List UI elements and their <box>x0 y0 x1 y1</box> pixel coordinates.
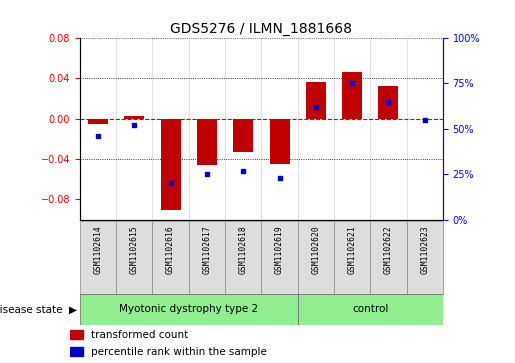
Bar <box>298 294 443 325</box>
Bar <box>370 221 406 294</box>
Bar <box>70 347 83 356</box>
Bar <box>124 116 144 119</box>
Bar <box>298 221 334 294</box>
Bar <box>334 221 370 294</box>
Text: transformed count: transformed count <box>91 330 188 339</box>
Text: GSM1102617: GSM1102617 <box>202 225 211 274</box>
Text: GSM1102623: GSM1102623 <box>420 225 429 274</box>
Title: GDS5276 / ILMN_1881668: GDS5276 / ILMN_1881668 <box>170 22 352 36</box>
Bar <box>269 119 289 164</box>
Text: GSM1102616: GSM1102616 <box>166 225 175 274</box>
Bar <box>342 72 362 119</box>
Bar <box>152 221 188 294</box>
Bar <box>70 330 83 339</box>
Bar <box>406 221 443 294</box>
Text: control: control <box>352 305 388 314</box>
Text: GSM1102618: GSM1102618 <box>239 225 248 274</box>
Bar <box>261 221 298 294</box>
Text: percentile rank within the sample: percentile rank within the sample <box>91 347 267 356</box>
Text: GSM1102614: GSM1102614 <box>94 225 102 274</box>
Text: GSM1102620: GSM1102620 <box>312 225 320 274</box>
Bar <box>161 119 181 209</box>
Text: GSM1102619: GSM1102619 <box>275 225 284 274</box>
Bar <box>80 294 298 325</box>
Bar <box>379 86 399 119</box>
Bar <box>225 221 261 294</box>
Bar <box>306 82 326 119</box>
Bar <box>116 221 152 294</box>
Bar <box>233 119 253 152</box>
Bar <box>197 119 217 165</box>
Text: GSM1102622: GSM1102622 <box>384 225 393 274</box>
Text: GSM1102621: GSM1102621 <box>348 225 356 274</box>
Text: Myotonic dystrophy type 2: Myotonic dystrophy type 2 <box>119 305 259 314</box>
Bar <box>80 221 116 294</box>
Bar <box>188 221 225 294</box>
Bar <box>88 119 108 124</box>
Text: disease state  ▶: disease state ▶ <box>0 305 77 314</box>
Text: GSM1102615: GSM1102615 <box>130 225 139 274</box>
